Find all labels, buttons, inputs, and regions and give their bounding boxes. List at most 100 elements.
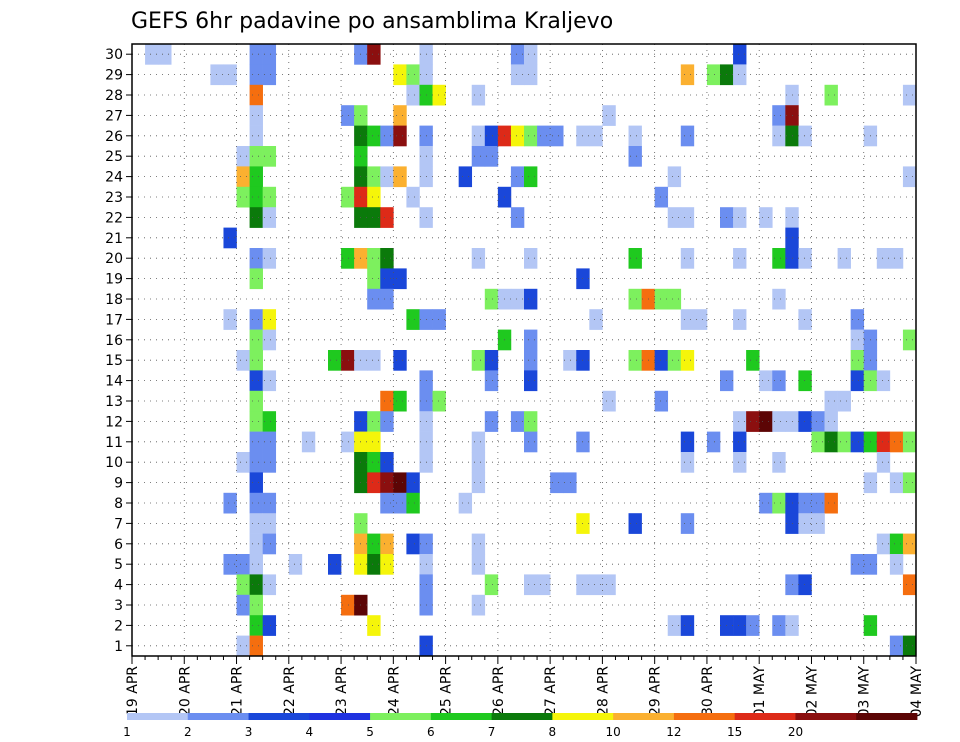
- x-tick-label: 01 MAY: [752, 666, 768, 718]
- heat-cell: [811, 411, 825, 432]
- heat-cell: [680, 309, 695, 330]
- heat-cell: [524, 370, 538, 392]
- colorbar-label: 1: [123, 725, 131, 739]
- heat-cell: [798, 574, 812, 596]
- plot-frame: [131, 43, 917, 657]
- heat-cell: [223, 309, 237, 330]
- colorbar-label: 20: [788, 725, 803, 739]
- colorbar-label: 10: [606, 725, 621, 739]
- heat-cell: [249, 513, 263, 534]
- heat-cell: [524, 574, 538, 596]
- heat-cell: [341, 186, 355, 208]
- heat-cell: [759, 207, 773, 228]
- heat-cell: [824, 390, 838, 412]
- heat-cell: [249, 492, 263, 514]
- colorbar-label: 8: [549, 725, 557, 739]
- heat-cell: [406, 64, 420, 86]
- heat-cell: [628, 350, 642, 371]
- heat-cell: [367, 411, 381, 432]
- heat-cell: [772, 125, 786, 147]
- heat-cell: [733, 452, 747, 473]
- heat-cell: [680, 431, 695, 453]
- x-tick-label: 19 APR: [125, 666, 141, 716]
- heat-cell: [380, 125, 394, 147]
- heat-cell: [902, 533, 917, 555]
- heat-cell: [902, 329, 917, 351]
- heat-cell: [733, 615, 747, 636]
- heat-cell: [654, 186, 669, 208]
- heat-cell: [667, 615, 682, 636]
- heat-cell: [876, 431, 891, 453]
- heat-cell: [706, 64, 721, 86]
- heat-cell: [902, 635, 917, 657]
- y-tick-label: 21: [105, 231, 123, 247]
- x-tick-label: 03 MAY: [857, 666, 873, 718]
- heat-cell: [902, 472, 917, 494]
- heat-cell: [510, 166, 525, 188]
- heat-cell: [693, 309, 708, 330]
- heat-cell: [262, 329, 277, 351]
- y-tick-label: 23: [105, 190, 123, 206]
- heat-cell: [367, 452, 381, 473]
- heat-cell: [249, 431, 263, 453]
- heat-cell: [602, 390, 616, 412]
- y-tick-label: 16: [105, 333, 123, 349]
- heat-cell: [471, 431, 486, 453]
- heat-cell: [249, 125, 263, 147]
- heat-cell: [380, 492, 394, 514]
- heat-cell: [889, 554, 904, 575]
- heat-cell: [367, 288, 381, 310]
- heat-cell: [471, 452, 486, 473]
- heat-cell: [262, 615, 277, 636]
- heat-cell: [902, 84, 917, 106]
- heat-cell: [380, 390, 394, 412]
- heat-cell: [484, 125, 499, 147]
- heat-cell: [432, 84, 446, 106]
- heat-cell: [262, 248, 277, 269]
- heat-cell: [328, 554, 342, 575]
- heat-cell: [824, 411, 838, 432]
- heat-cell: [667, 207, 682, 228]
- x-tick-label: 29 APR: [648, 666, 664, 716]
- heat-cell: [654, 288, 669, 310]
- heat-cell: [563, 472, 577, 494]
- heat-cell: [341, 105, 355, 126]
- heat-cell: [367, 472, 381, 494]
- grid-layer: [132, 44, 916, 656]
- heat-cell: [249, 207, 263, 228]
- heat-cell: [262, 207, 277, 228]
- colorbar-label: 15: [727, 725, 742, 739]
- heat-cell: [380, 166, 394, 188]
- heat-cell: [889, 472, 904, 494]
- heat-cell: [236, 146, 250, 167]
- heat-cell: [380, 411, 394, 432]
- y-tick-label: 9: [114, 476, 123, 492]
- heat-cell: [406, 533, 420, 555]
- heat-cell: [367, 350, 381, 371]
- heat-cell: [341, 594, 355, 616]
- colorbar-segment: [430, 713, 493, 720]
- heat-cell: [902, 166, 917, 188]
- x-tick-label: 04 MAY: [909, 666, 925, 718]
- heat-cell: [262, 411, 277, 432]
- heat-cell: [589, 125, 603, 147]
- colorbar-segment: [613, 713, 675, 720]
- heat-cell: [654, 390, 669, 412]
- heat-cell: [680, 350, 695, 371]
- heat-cell: [262, 44, 277, 65]
- heat-cell: [367, 125, 381, 147]
- y-tick-label: 15: [105, 353, 123, 369]
- heat-cell: [223, 492, 237, 514]
- heat-cell: [628, 513, 642, 534]
- heat-cell: [510, 411, 525, 432]
- heat-cell: [471, 472, 486, 494]
- heat-cell: [249, 105, 263, 126]
- heat-cell: [680, 248, 695, 269]
- x-tick-label: 26 APR: [491, 666, 507, 716]
- heat-cell: [367, 207, 381, 228]
- heat-cell: [811, 431, 825, 453]
- heat-cell: [341, 431, 355, 453]
- heat-cell: [484, 574, 499, 596]
- heat-cell: [367, 615, 381, 636]
- heat-cell: [837, 248, 851, 269]
